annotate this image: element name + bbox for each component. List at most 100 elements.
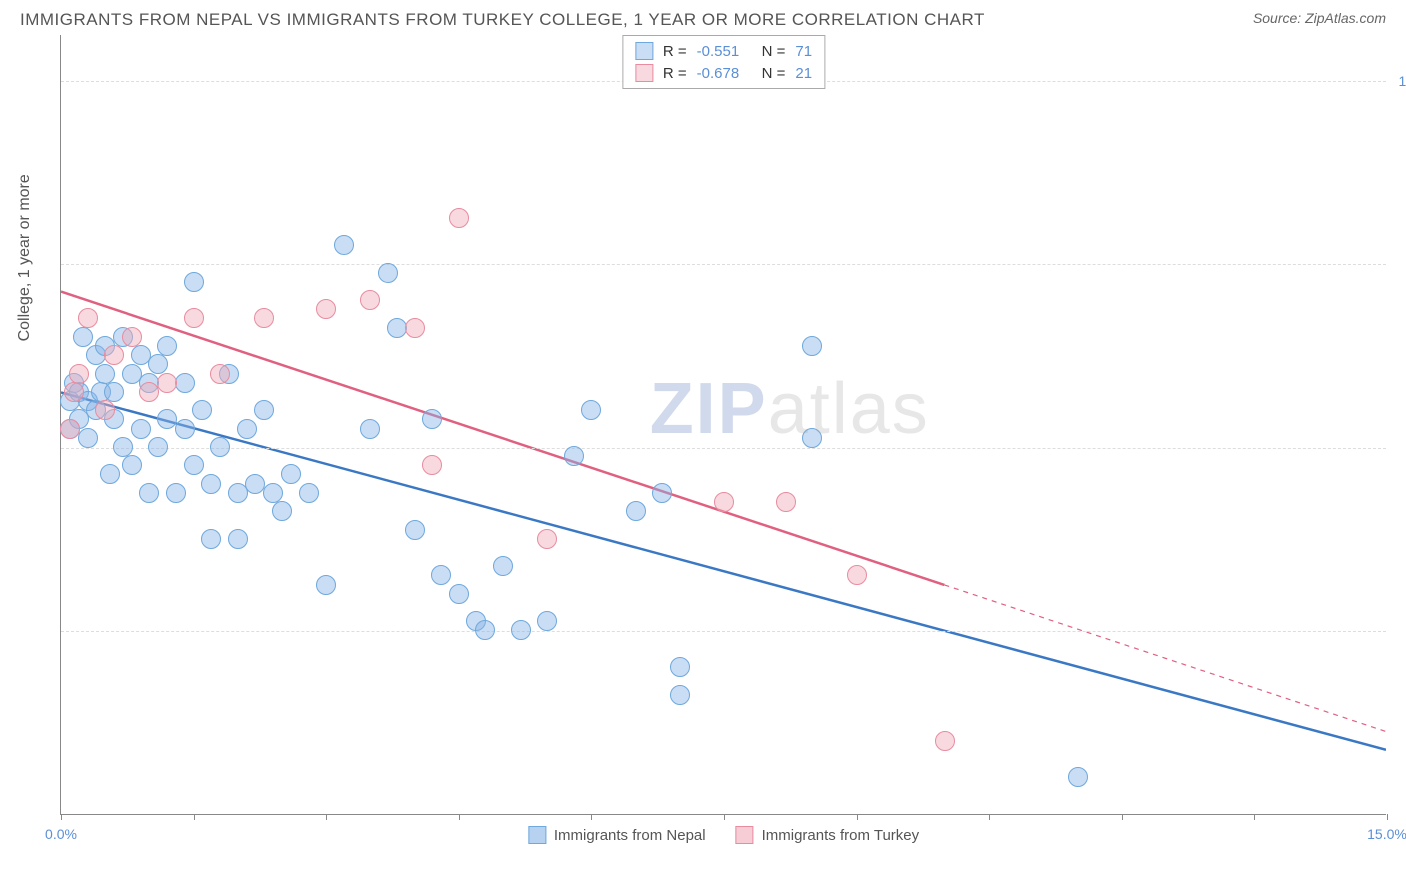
scatter-point — [201, 474, 221, 494]
scatter-point — [537, 529, 557, 549]
scatter-point — [60, 419, 80, 439]
scatter-point — [64, 382, 84, 402]
scatter-point — [581, 400, 601, 420]
legend-n-value: 21 — [795, 65, 812, 82]
scatter-point — [360, 419, 380, 439]
scatter-point — [104, 382, 124, 402]
scatter-point — [802, 428, 822, 448]
scatter-point — [95, 364, 115, 384]
scatter-point — [184, 308, 204, 328]
scatter-point — [131, 419, 151, 439]
scatter-point — [210, 364, 230, 384]
x-tick-label: 0.0% — [45, 826, 77, 842]
scatter-point — [422, 409, 442, 429]
scatter-point — [113, 437, 133, 457]
scatter-point — [148, 354, 168, 374]
scatter-point — [776, 492, 796, 512]
y-tick-label: 60.0% — [1391, 440, 1406, 456]
legend-n-label: N = — [762, 43, 786, 60]
scatter-point — [263, 483, 283, 503]
y-tick-label: 40.0% — [1391, 623, 1406, 639]
legend-r-value: -0.678 — [697, 65, 752, 82]
scatter-point — [254, 308, 274, 328]
chart-header: IMMIGRANTS FROM NEPAL VS IMMIGRANTS FROM… — [0, 0, 1406, 35]
legend-correlation: R =-0.551N =71R =-0.678N =21 — [622, 35, 825, 89]
grid-line — [61, 264, 1386, 265]
y-axis-title: College, 1 year or more — [16, 174, 34, 341]
scatter-point — [201, 529, 221, 549]
scatter-point — [935, 731, 955, 751]
scatter-point — [175, 419, 195, 439]
legend-n-label: N = — [762, 65, 786, 82]
x-tick — [459, 814, 460, 820]
scatter-point — [802, 336, 822, 356]
scatter-point — [122, 455, 142, 475]
scatter-point — [360, 290, 380, 310]
scatter-point — [157, 373, 177, 393]
scatter-point — [175, 373, 195, 393]
legend-swatch — [528, 826, 546, 844]
scatter-point — [652, 483, 672, 503]
x-tick — [194, 814, 195, 820]
scatter-point — [405, 520, 425, 540]
scatter-point — [714, 492, 734, 512]
grid-line — [61, 631, 1386, 632]
source-attribution: Source: ZipAtlas.com — [1253, 10, 1386, 26]
legend-r-value: -0.551 — [697, 43, 752, 60]
scatter-point — [192, 400, 212, 420]
scatter-point — [299, 483, 319, 503]
x-tick — [857, 814, 858, 820]
scatter-point — [254, 400, 274, 420]
scatter-point — [449, 584, 469, 604]
plot-area: ZIPatlas 40.0%60.0%80.0%100.0%0.0%15.0% — [61, 35, 1386, 814]
scatter-point — [670, 657, 690, 677]
x-tick — [326, 814, 327, 820]
trend-line-solid — [61, 392, 1386, 749]
grid-line — [61, 448, 1386, 449]
scatter-point — [847, 565, 867, 585]
scatter-point — [1068, 767, 1088, 787]
scatter-point — [78, 308, 98, 328]
scatter-point — [104, 345, 124, 365]
scatter-point — [537, 611, 557, 631]
scatter-point — [184, 272, 204, 292]
scatter-point — [228, 529, 248, 549]
x-tick — [1122, 814, 1123, 820]
scatter-point — [272, 501, 292, 521]
trend-line-dashed — [944, 585, 1386, 732]
scatter-point — [626, 501, 646, 521]
legend-r-label: R = — [663, 65, 687, 82]
scatter-point — [422, 455, 442, 475]
watermark-part1: ZIP — [650, 369, 768, 449]
legend-swatch — [736, 826, 754, 844]
legend-series-item: Immigrants from Nepal — [528, 826, 706, 844]
x-tick — [724, 814, 725, 820]
scatter-point — [148, 437, 168, 457]
scatter-point — [237, 419, 257, 439]
scatter-point — [378, 263, 398, 283]
scatter-point — [100, 464, 120, 484]
legend-r-label: R = — [663, 43, 687, 60]
scatter-point — [281, 464, 301, 484]
watermark-part2: atlas — [768, 369, 930, 449]
scatter-point — [95, 400, 115, 420]
scatter-point — [166, 483, 186, 503]
x-tick — [989, 814, 990, 820]
x-tick — [1254, 814, 1255, 820]
scatter-point — [139, 483, 159, 503]
watermark: ZIPatlas — [650, 368, 930, 450]
scatter-point — [511, 620, 531, 640]
scatter-point — [449, 208, 469, 228]
trend-lines-svg — [61, 35, 1386, 814]
scatter-point — [78, 428, 98, 448]
x-tick — [1387, 814, 1388, 820]
scatter-point — [316, 299, 336, 319]
scatter-point — [431, 565, 451, 585]
legend-series-item: Immigrants from Turkey — [736, 826, 920, 844]
scatter-point — [670, 685, 690, 705]
legend-swatch — [635, 64, 653, 82]
scatter-point — [69, 364, 89, 384]
scatter-point — [405, 318, 425, 338]
y-tick-label: 80.0% — [1391, 256, 1406, 272]
scatter-point — [475, 620, 495, 640]
